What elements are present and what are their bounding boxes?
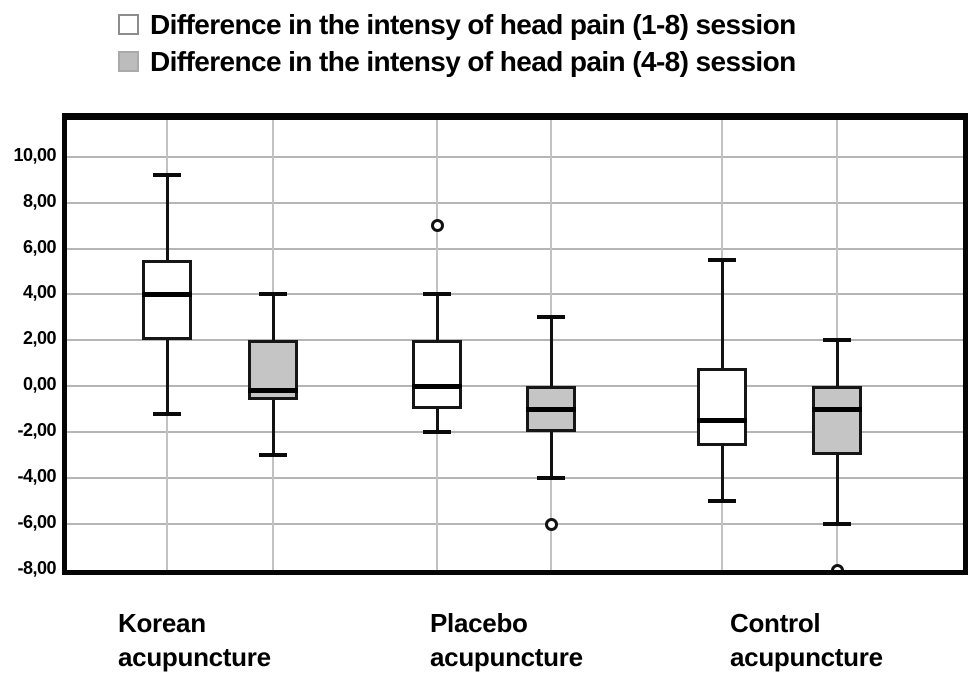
whisker-cap — [823, 522, 851, 527]
median-line — [526, 406, 576, 412]
whisker-cap — [153, 173, 181, 178]
y-tick-label: 2,00 — [22, 328, 57, 349]
legend: Difference in the intensy of head pain (… — [118, 6, 796, 80]
x-axis: Korean acupuncture Placebo acupuncture Con… — [0, 606, 980, 685]
gridline-horizontal — [67, 385, 963, 388]
y-tick-label: -6,00 — [17, 512, 56, 533]
gridline-horizontal — [67, 431, 963, 434]
boxplot-box — [142, 260, 192, 341]
legend-swatch-white-box — [118, 14, 139, 35]
legend-item: Difference in the intensy of head pain (… — [118, 6, 796, 43]
gridline-horizontal — [67, 247, 963, 250]
whisker-cap — [259, 453, 287, 458]
legend-swatch-gray-box — [118, 51, 139, 72]
median-line — [412, 383, 462, 389]
whisker-cap — [423, 430, 451, 435]
whisker-cap — [537, 476, 565, 481]
whisker-cap — [259, 292, 287, 297]
category-label: Korean acupuncture — [118, 608, 271, 672]
y-tick-label: -2,00 — [17, 420, 56, 441]
median-line — [697, 418, 747, 424]
category-label: Control acupuncture — [730, 608, 883, 672]
legend-label: Difference in the intensy of head pain (… — [150, 8, 796, 40]
gridline-horizontal — [67, 293, 963, 296]
whisker-cap — [153, 411, 181, 416]
gridline-horizontal — [67, 477, 963, 480]
whisker-cap — [423, 292, 451, 297]
whisker-cap — [537, 315, 565, 320]
whisker-cap — [708, 499, 736, 504]
y-axis: 10,00 8,00 6,00 4,00 2,00 0,00 -2,00 -4,00 -6,00… — [0, 120, 57, 578]
y-tick-label: 8,00 — [22, 190, 57, 211]
whisker-cap — [823, 338, 851, 343]
gridline-horizontal — [67, 339, 963, 342]
y-tick-label: 6,00 — [22, 236, 57, 257]
whisker-cap — [708, 258, 736, 263]
gridline-horizontal — [67, 155, 963, 158]
median-line — [142, 291, 192, 297]
boxplot-box — [812, 386, 862, 456]
median-line — [248, 388, 298, 394]
legend-item: Difference in the intensy of head pain (… — [118, 43, 796, 80]
y-tick-label: 0,00 — [22, 374, 57, 395]
y-tick-label: 4,00 — [22, 282, 57, 303]
y-tick-label: -8,00 — [17, 558, 56, 578]
gridline-horizontal — [67, 201, 963, 204]
outlier-point — [544, 517, 558, 531]
boxplot-box — [697, 367, 747, 446]
outlier-point — [830, 563, 844, 570]
category-label: Placebo acupuncture — [430, 608, 583, 672]
gridline-horizontal — [67, 523, 963, 526]
y-tick-label: 10,00 — [13, 144, 56, 165]
outlier-point — [430, 219, 444, 233]
legend-label: Difference in the intensy of head pain (… — [150, 45, 796, 77]
boxplot-box — [412, 340, 462, 410]
median-line — [812, 406, 862, 412]
y-tick-label: -4,00 — [17, 466, 56, 487]
plot-area — [62, 113, 968, 575]
